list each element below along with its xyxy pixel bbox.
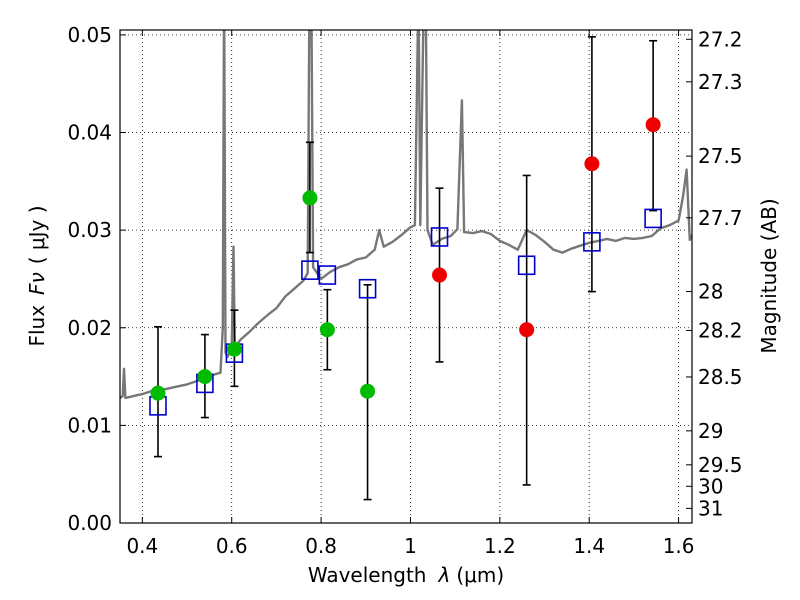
x-tick-label: 1.4 [573,534,605,558]
y2-axis-label: Magnitude (AB) [757,198,781,353]
x-axis-label: Wavelength λ (μm) [308,563,504,587]
x-tick-label: 1.6 [663,534,695,558]
y2-tick-label: 27.7 [698,206,743,230]
model-square-point [644,208,662,229]
model-square-point [430,227,449,247]
observed-markers [150,117,661,401]
y-tick-label: 0.03 [67,218,112,242]
y2-tick-label: 27.2 [698,27,743,51]
model-square-point [301,260,319,280]
model-square-point [318,265,337,285]
model-square-point [517,255,536,276]
green-data-point [319,322,335,338]
plot-frame [119,29,693,524]
y2-tick-label: 28.2 [698,318,743,342]
y2-tick-label: 29 [698,419,723,443]
red-data-point [645,117,661,133]
x-tick-label: 1 [404,534,417,558]
model-square-point [583,232,601,252]
y-axis-label: FluxFν( μJy ) [25,205,49,346]
x-tick-label: 0.8 [305,534,337,558]
red-data-point [432,267,448,283]
template-spectrum-layer [120,30,692,400]
red-data-point [519,322,535,338]
axis-ticks: 0.4 0.6 0.8 1 1.2 1.4 1.6 0.00 0.01 0.02 0.03 0.04 0… [67,23,742,558]
template-spectrum-line [120,30,692,400]
model-square-point [358,278,377,299]
y-tick-label: 0.02 [67,316,112,340]
green-data-point [226,341,242,357]
green-data-point [197,369,213,385]
y2-tick-label: 30 [698,474,723,498]
model-squares [149,208,662,416]
y-tick-label: 0.01 [67,413,112,437]
y2-tick-label: 27.3 [698,70,743,94]
x-tick-label: 1.2 [484,534,516,558]
y-tick-label: 0.00 [67,511,112,535]
green-data-point [360,383,376,399]
y-tick-label: 0.04 [67,121,112,145]
green-data-point [150,385,166,401]
y2-tick-label: 29.5 [698,453,743,477]
y2-tick-label: 27.5 [698,144,743,168]
y2-tick-label: 28.5 [698,365,743,389]
x-tick-label: 0.4 [126,534,158,558]
y2-tick-label: 28 [698,280,723,304]
y-tick-label: 0.05 [67,23,112,47]
x-tick-label: 0.6 [216,534,248,558]
red-data-point [584,156,600,172]
y2-tick-label: 31 [698,496,723,520]
green-data-point [302,190,318,206]
